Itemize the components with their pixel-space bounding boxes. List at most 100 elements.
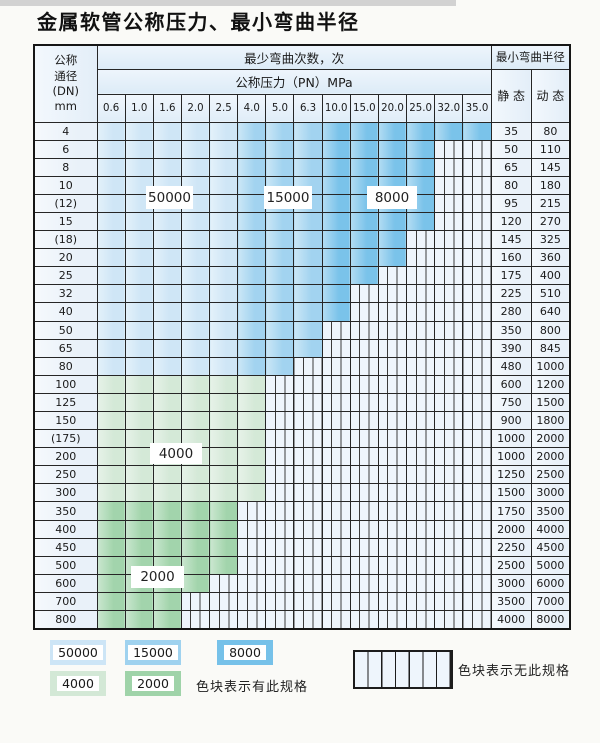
static-radius-cell: 175 bbox=[490, 266, 532, 286]
no-spec-cell bbox=[462, 519, 492, 539]
legend-swatch: 2000 bbox=[125, 671, 181, 696]
spec-cell bbox=[96, 501, 126, 521]
no-spec-cell bbox=[434, 302, 464, 322]
spec-cell bbox=[180, 356, 211, 376]
spec-cell bbox=[377, 139, 408, 159]
no-spec-cell bbox=[265, 374, 295, 394]
no-spec-cell bbox=[349, 356, 379, 376]
no-spec-cell bbox=[237, 537, 267, 557]
spec-cell bbox=[124, 266, 154, 286]
no-spec-cell bbox=[321, 338, 351, 358]
no-spec-cell bbox=[462, 410, 492, 431]
dynamic-radius-cell: 800 bbox=[530, 320, 571, 340]
no-spec-cell bbox=[406, 392, 436, 413]
spec-cell bbox=[209, 501, 239, 521]
no-spec-cell bbox=[462, 429, 492, 449]
dn-cell: 350 bbox=[33, 501, 98, 521]
table-row: 600 3000 6000 bbox=[33, 573, 571, 593]
spec-cell bbox=[377, 121, 408, 141]
dynamic-radius-cell: 2000 bbox=[530, 447, 571, 467]
spec-cell bbox=[96, 537, 126, 557]
no-spec-cell bbox=[265, 519, 295, 539]
spec-cell bbox=[209, 302, 239, 322]
no-spec-cell bbox=[237, 501, 267, 521]
no-spec-cell bbox=[434, 392, 464, 413]
no-spec-cell bbox=[462, 537, 492, 557]
spec-cell bbox=[237, 410, 267, 431]
static-radius-cell: 1000 bbox=[490, 429, 532, 449]
spec-cell bbox=[180, 483, 211, 503]
no-spec-cell bbox=[377, 302, 408, 322]
table-row: 200 1000 2000 bbox=[33, 447, 571, 467]
spec-cell bbox=[180, 248, 211, 268]
spec-cell bbox=[96, 356, 126, 376]
dynamic-radius-cell: 180 bbox=[530, 175, 571, 195]
dn-cell: 65 bbox=[33, 338, 98, 358]
spec-cell bbox=[96, 447, 126, 467]
no-spec-cell bbox=[237, 519, 267, 539]
spec-cell bbox=[321, 193, 351, 213]
table-row: 150 900 1800 bbox=[33, 410, 571, 431]
no-spec-cell bbox=[462, 320, 492, 340]
spec-cell bbox=[152, 338, 182, 358]
no-spec-cell bbox=[462, 230, 492, 250]
spec-cell bbox=[96, 610, 126, 630]
static-radius-cell: 65 bbox=[490, 157, 532, 177]
spec-cell bbox=[321, 302, 351, 322]
spec-cell bbox=[293, 320, 323, 340]
no-spec-cell bbox=[434, 610, 464, 630]
dynamic-radius-cell: 110 bbox=[530, 139, 571, 159]
table-row: (175) 1000 2000 bbox=[33, 429, 571, 449]
no-spec-cell bbox=[265, 483, 295, 503]
spec-cell bbox=[96, 230, 126, 250]
no-spec-cell bbox=[406, 320, 436, 340]
spec-cell bbox=[321, 211, 351, 232]
no-spec-cell bbox=[349, 573, 379, 593]
spec-cell bbox=[209, 519, 239, 539]
pressure-tick: 1.0 bbox=[124, 93, 154, 123]
dn-cell: 4 bbox=[33, 121, 98, 141]
legend-swatch: 50000 bbox=[50, 640, 106, 665]
no-spec-cell bbox=[237, 573, 267, 593]
no-spec-cell bbox=[293, 555, 323, 575]
spec-cell bbox=[349, 266, 379, 286]
no-spec-cell bbox=[349, 338, 379, 358]
no-spec-cell bbox=[406, 302, 436, 322]
table-row: 65 390 845 bbox=[33, 338, 571, 358]
spec-cell bbox=[237, 429, 267, 449]
no-spec-cell bbox=[293, 410, 323, 431]
spec-cell bbox=[124, 374, 154, 394]
static-header: 静 态 bbox=[490, 68, 532, 123]
dn-cell: 500 bbox=[33, 555, 98, 575]
no-spec-cell bbox=[349, 519, 379, 539]
spec-cell bbox=[265, 248, 295, 268]
no-spec-cell bbox=[462, 465, 492, 485]
spec-cell bbox=[96, 591, 126, 612]
pressure-tick: 2.5 bbox=[209, 93, 239, 123]
no-spec-cell bbox=[462, 284, 492, 304]
no-spec-cell bbox=[406, 284, 436, 304]
spec-cell bbox=[209, 429, 239, 449]
spec-cell bbox=[180, 284, 211, 304]
spec-cell bbox=[96, 519, 126, 539]
no-spec-cell bbox=[462, 483, 492, 503]
spec-cell bbox=[180, 374, 211, 394]
no-spec-cell bbox=[265, 410, 295, 431]
no-spec-cell bbox=[349, 591, 379, 612]
spec-cell bbox=[293, 157, 323, 177]
spec-cell bbox=[265, 302, 295, 322]
spec-cell bbox=[180, 537, 211, 557]
dn-cell: 450 bbox=[33, 537, 98, 557]
spec-cell bbox=[237, 284, 267, 304]
spec-cell bbox=[180, 302, 211, 322]
dn-cell: 400 bbox=[33, 519, 98, 539]
legend-swatch: 4000 bbox=[50, 671, 106, 696]
no-spec-cell bbox=[321, 537, 351, 557]
spec-cell bbox=[96, 193, 126, 213]
no-spec-cell bbox=[434, 537, 464, 557]
spec-cell bbox=[152, 284, 182, 304]
spec-cell bbox=[124, 248, 154, 268]
spec-cell bbox=[209, 374, 239, 394]
pressure-tick: 15.0 bbox=[349, 93, 379, 123]
